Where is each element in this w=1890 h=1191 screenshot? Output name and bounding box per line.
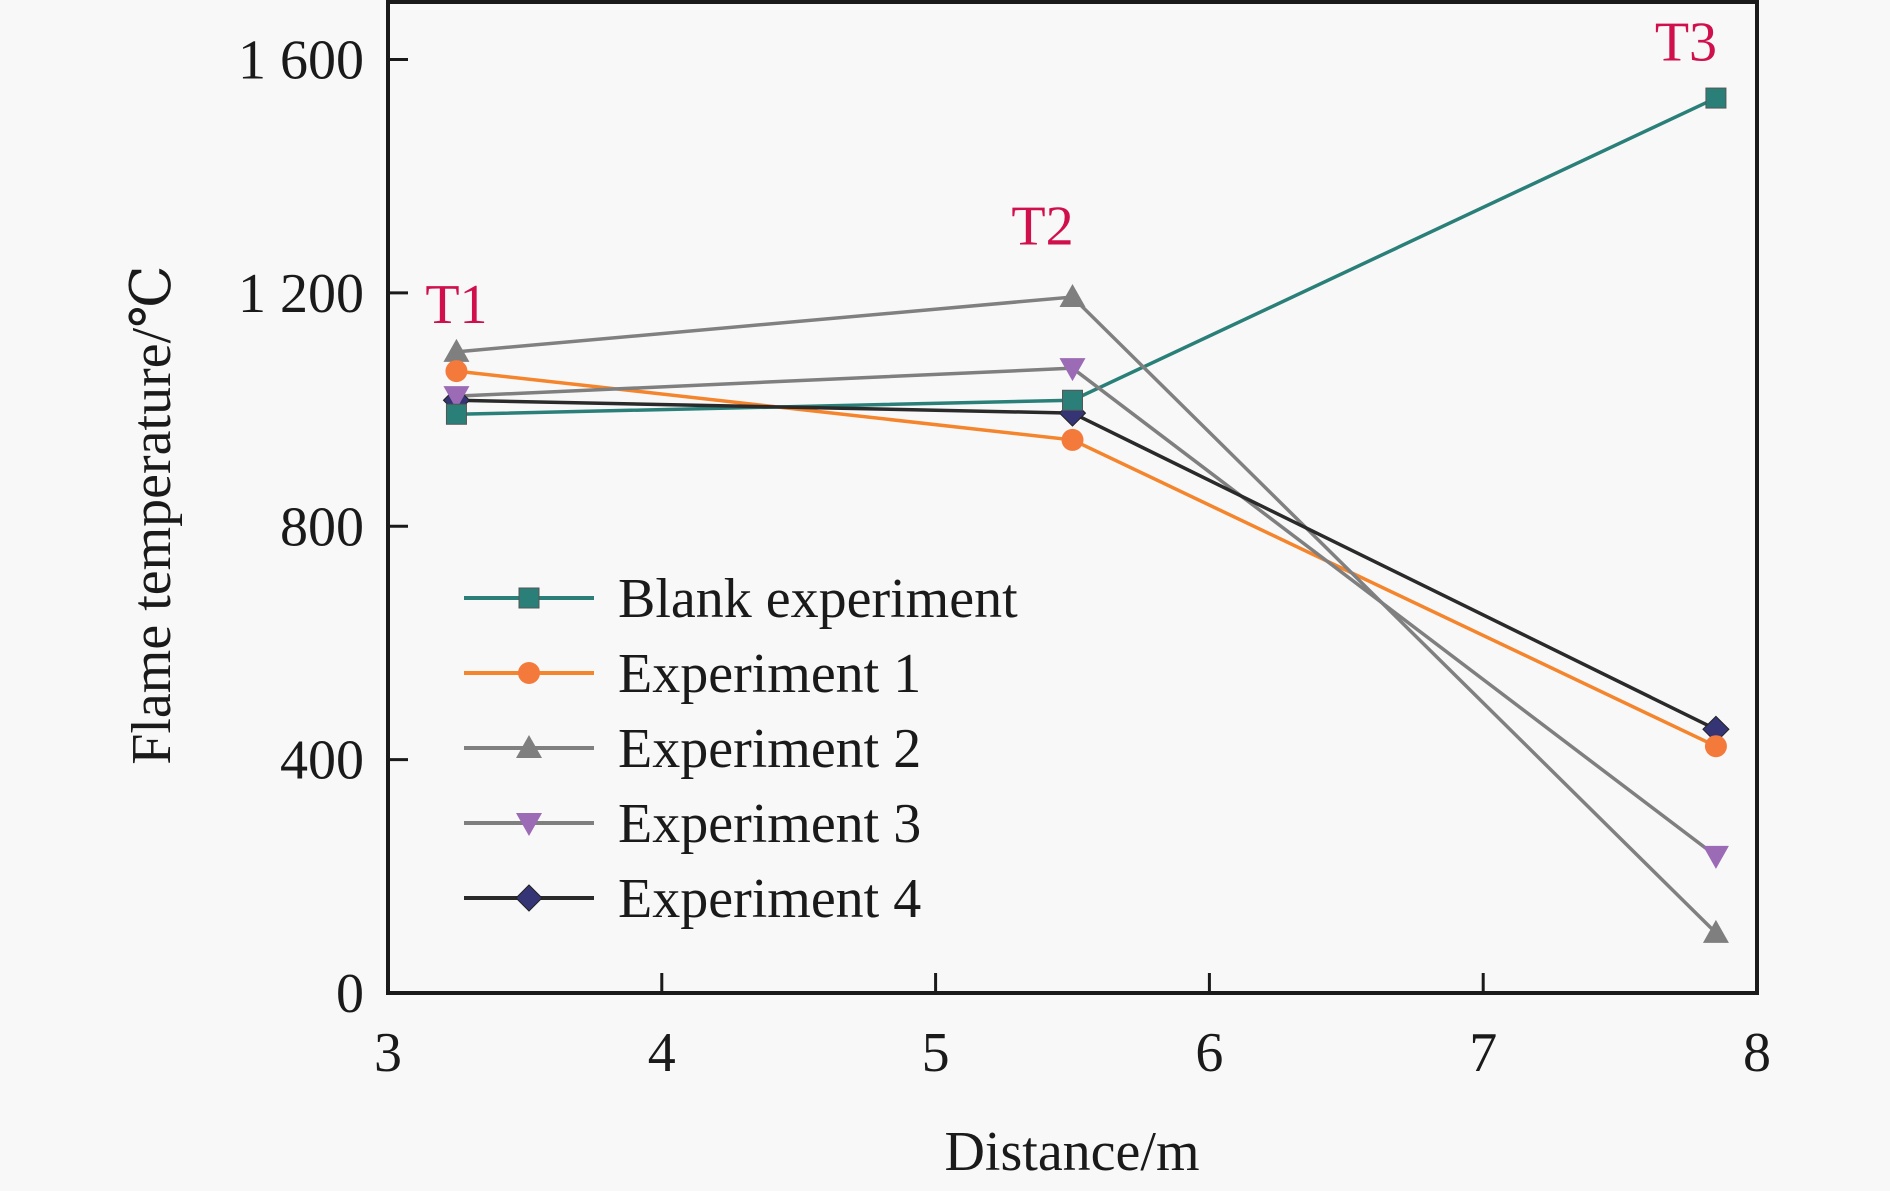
y-axis-title: Flame temperature/℃: [121, 265, 183, 765]
legend-item: Experiment 4: [464, 868, 921, 930]
legend-marker: [516, 813, 542, 836]
y-tick-label: 0: [336, 963, 364, 1025]
legend-label: Blank experiment: [618, 568, 1018, 630]
legend-label: Experiment 4: [618, 868, 921, 930]
y-axis: 0 400 800 1 200 1 600: [238, 30, 408, 1025]
x-axis-title: Distance/m: [944, 1121, 1199, 1183]
data-point: [1702, 919, 1729, 943]
data-point: [443, 338, 470, 362]
x-tick-label: 8: [1743, 1022, 1771, 1084]
legend-item: Experiment 3: [464, 793, 921, 855]
data-point: [1061, 428, 1084, 451]
data-point: [1059, 284, 1086, 308]
legend-marker: [518, 662, 540, 684]
data-point: [445, 403, 467, 425]
data-point: [1702, 845, 1729, 869]
annotation-t3: T3: [1655, 11, 1717, 73]
legend-label: Experiment 1: [618, 643, 921, 705]
data-point: [1062, 389, 1083, 411]
x-tick-label: 5: [922, 1022, 950, 1084]
data-point: [443, 386, 470, 410]
series-line-0: [456, 96, 1717, 417]
data-point: [445, 360, 468, 383]
x-tick-label: 3: [374, 1022, 402, 1084]
annotation-t2: T2: [1011, 196, 1073, 258]
legend-item: Experiment 1: [464, 643, 921, 705]
legend-label: Experiment 2: [618, 718, 921, 780]
series-markers: [442, 87, 1730, 943]
legend-marker: [518, 587, 540, 609]
legend-label: Experiment 3: [618, 793, 921, 855]
x-axis: 3 4 5 6 7 8: [374, 973, 1771, 1084]
data-point: [1059, 358, 1086, 382]
x-tick-label: 4: [648, 1022, 676, 1084]
x-tick-label: 7: [1469, 1022, 1497, 1084]
legend-marker: [516, 735, 542, 758]
x-tick-label: 6: [1195, 1022, 1223, 1084]
annotation-t1: T1: [425, 274, 487, 336]
legend-item: Blank experiment: [464, 568, 1018, 630]
y-tick-label: 1 200: [238, 263, 364, 325]
y-tick-label: 1 600: [238, 30, 364, 92]
y-tick-label: 400: [280, 730, 364, 792]
data-point: [1705, 87, 1727, 109]
data-point: [1704, 735, 1727, 758]
annotations: T1 T2 T3: [425, 11, 1717, 336]
legend: Blank experiment Experiment 1 Experiment 2…: [464, 568, 1018, 930]
y-tick-label: 800: [280, 496, 364, 558]
legend-marker: [515, 884, 543, 912]
legend-item: Experiment 2: [464, 718, 921, 780]
plot-frame: [386, 0, 1759, 995]
